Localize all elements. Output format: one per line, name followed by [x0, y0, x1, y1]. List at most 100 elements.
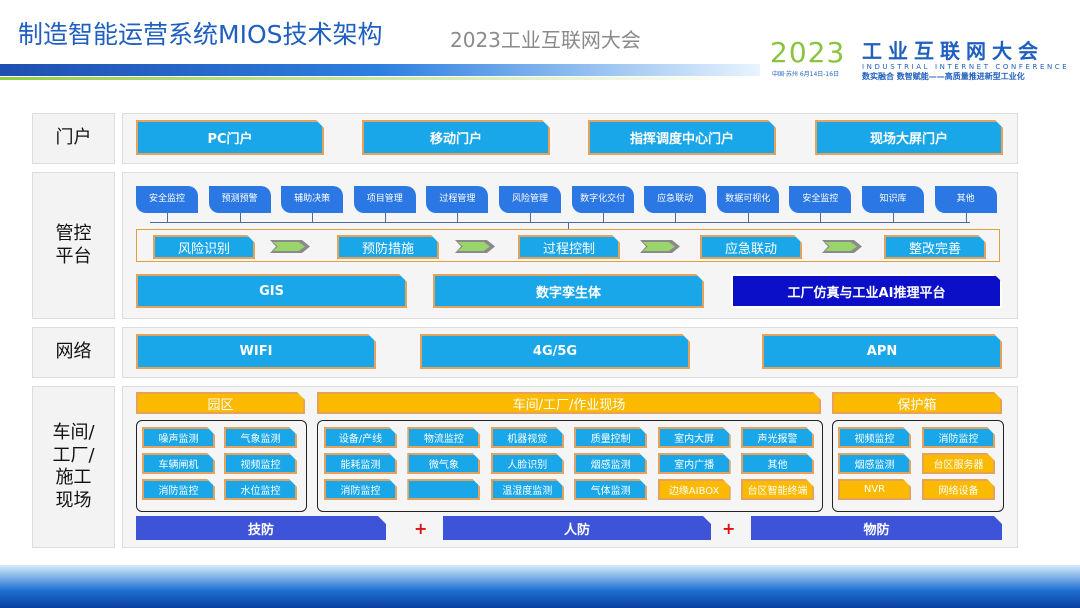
defense-button[interactable]: 人防 — [443, 516, 711, 540]
section-label-control: 管控 平台 — [32, 172, 115, 319]
platform-button[interactable]: 数字孪生体 — [433, 274, 704, 308]
portal-button[interactable]: 指挥调度中心门户 — [588, 120, 776, 155]
workshop-header[interactable]: 园区 — [136, 392, 305, 414]
platform-button[interactable]: GIS — [136, 274, 407, 308]
defense-button[interactable]: 物防 — [751, 516, 1002, 540]
function-tag[interactable]: 应急联动 — [644, 186, 707, 213]
device-cell[interactable]: 烟感监测 — [574, 453, 647, 474]
logo-name-en: INDUSTRIAL INTERNET CONFERENCE — [862, 63, 1070, 71]
tag-connector-dot — [675, 213, 677, 222]
section-label-workshop: 车间/ 工厂/ 施工 现场 — [32, 386, 115, 548]
device-cell[interactable]: 网络设备 — [922, 479, 995, 500]
function-tag[interactable]: 预测预警 — [208, 186, 271, 213]
logo-slogan: 数实融合 数智赋能——高质量推进新型工业化 — [862, 72, 1025, 81]
process-step[interactable]: 预防措施 — [337, 235, 439, 259]
device-cell[interactable]: 物流监控 — [407, 427, 480, 448]
tag-connector-stem — [568, 222, 569, 229]
device-cell[interactable]: 机器视觉 — [491, 427, 564, 448]
arrow-right-icon — [455, 240, 495, 253]
device-cell[interactable]: 边缘AIBOX — [658, 479, 731, 500]
device-cell[interactable]: 室内广播 — [658, 453, 731, 474]
process-step[interactable]: 风险识别 — [153, 235, 255, 259]
portal-button[interactable]: PC门户 — [136, 120, 324, 155]
footer-skyline-banner — [0, 565, 1080, 608]
device-cell[interactable]: 室内大屏 — [658, 427, 731, 448]
tag-connector-dot — [384, 213, 386, 222]
plus-icon: + — [414, 519, 428, 538]
tag-connector-dot — [530, 213, 531, 222]
tag-connector-dot — [965, 213, 967, 222]
group-box — [317, 420, 823, 512]
device-cell[interactable]: 消防监控 — [142, 479, 215, 500]
device-cell[interactable]: 消防监控 — [922, 427, 995, 448]
workshop-header[interactable]: 车间/工厂/作业现场 — [317, 392, 821, 414]
arrow-right-icon — [822, 240, 862, 253]
logo-year: 2023 — [770, 36, 846, 69]
device-cell[interactable]: 温湿度监测 — [491, 479, 564, 500]
tag-connector-dot — [457, 213, 459, 222]
function-tag[interactable]: 风险管理 — [499, 186, 561, 213]
group-box — [832, 420, 1004, 512]
device-cell[interactable]: 气体监测 — [574, 479, 647, 500]
section-label-network: 网络 — [32, 327, 115, 378]
function-tag[interactable]: 其他 — [934, 186, 997, 213]
network-button[interactable]: APN — [762, 334, 1002, 369]
tag-connector-dot — [820, 213, 822, 222]
page-title: 制造智能运营系统MIOS技术架构 — [18, 20, 383, 49]
network-button[interactable]: WIFI — [136, 334, 376, 369]
function-tag[interactable]: 安全监控 — [136, 186, 198, 213]
device-cell[interactable]: 气象监测 — [224, 427, 297, 448]
tag-connector-dot — [747, 213, 749, 222]
device-cell[interactable]: 能耗监测 — [324, 453, 397, 474]
device-cell[interactable]: 烟感监测 — [838, 453, 911, 474]
tag-connector-dot — [239, 213, 241, 222]
function-tag[interactable]: 辅助决策 — [281, 186, 344, 213]
workshop-header[interactable]: 保护箱 — [832, 392, 1002, 414]
device-cell[interactable]: 台区智能终端 — [741, 479, 814, 500]
device-cell[interactable]: 台区服务器 — [922, 453, 995, 474]
logo-location-date: 中国·苏州 6月14日-16日 — [772, 71, 840, 78]
platform-button[interactable]: 工厂仿真与工业AI推理平台 — [731, 274, 1002, 308]
arrow-right-icon — [270, 240, 310, 253]
device-cell[interactable]: 水位监控 — [224, 479, 297, 500]
header-accent-line — [0, 77, 740, 80]
process-step[interactable]: 过程控制 — [518, 235, 620, 259]
device-cell[interactable]: 消防监控 — [324, 479, 397, 500]
tag-connector-dot — [893, 213, 894, 222]
function-tag[interactable]: 知识库 — [862, 186, 924, 213]
defense-button[interactable]: 技防 — [136, 516, 386, 540]
network-button[interactable]: 4G/5G — [420, 334, 690, 369]
device-cell[interactable]: 视频监控 — [838, 427, 911, 448]
tag-connector-line — [150, 222, 970, 223]
portal-button[interactable]: 现场大屏门户 — [815, 120, 1003, 155]
device-cell[interactable]: 声光报警 — [741, 427, 814, 448]
device-cell[interactable]: 人脸识别 — [491, 453, 564, 474]
logo-name: 工业互联网大会 — [862, 39, 1044, 63]
device-cell[interactable]: 车辆闸机 — [142, 453, 215, 474]
device-cell[interactable] — [407, 479, 480, 500]
device-cell[interactable]: 视频监控 — [224, 453, 297, 474]
device-cell[interactable]: 质量控制 — [574, 427, 647, 448]
portal-button[interactable]: 移动门户 — [362, 120, 550, 155]
device-cell[interactable]: NVR — [838, 479, 911, 500]
tag-connector-dot — [167, 213, 168, 222]
function-tag[interactable]: 过程管理 — [426, 186, 489, 213]
plus-icon: + — [722, 519, 736, 538]
tag-connector-dot — [312, 213, 314, 222]
device-cell[interactable]: 微气象 — [407, 453, 480, 474]
device-cell[interactable]: 其他 — [741, 453, 814, 474]
device-cell[interactable]: 设备/产线 — [324, 427, 397, 448]
process-step[interactable]: 整改完善 — [884, 235, 986, 259]
function-tag[interactable]: 安全监控 — [789, 186, 852, 213]
header-bar — [0, 64, 760, 76]
arrow-right-icon — [640, 240, 680, 253]
tag-connector-dot — [602, 213, 604, 222]
watermark: 2023工业互联网大会 — [450, 28, 641, 52]
function-tag[interactable]: 数字化交付 — [571, 186, 634, 213]
function-tag[interactable]: 项目管理 — [353, 186, 416, 213]
process-step[interactable]: 应急联动 — [700, 235, 802, 259]
process-frame — [136, 229, 1000, 262]
device-cell[interactable]: 噪声监测 — [142, 427, 215, 448]
function-tag[interactable]: 数据可视化 — [716, 186, 779, 213]
group-box — [136, 420, 307, 512]
